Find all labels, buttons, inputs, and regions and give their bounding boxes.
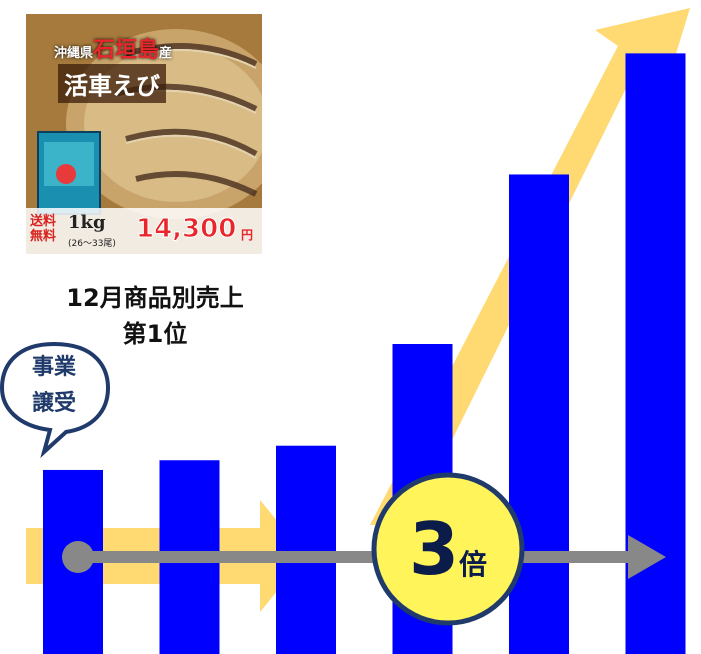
callout-line-2: 譲受: [31, 391, 76, 416]
shipping-label: 送料無料: [30, 214, 57, 244]
multiplier-label: 3倍: [374, 475, 522, 623]
callout-text: 事業 譲受: [0, 350, 108, 422]
multiplier-value: 3: [408, 507, 460, 591]
multiplier-badge: [371, 472, 525, 626]
shrimp-illustration: [26, 14, 262, 254]
product-price: 14,300: [135, 214, 237, 245]
ranking-line-2: 第1位: [122, 320, 188, 348]
ranking-label: 12月商品別売上 第1位: [20, 280, 290, 352]
product-name: 活車えび: [58, 64, 166, 103]
ranking-line-1: 12月商品別売上: [66, 284, 244, 312]
product-origin: 沖縄県石垣島産: [54, 37, 173, 63]
price-unit: 円: [241, 228, 254, 242]
product-price-strip: 送料無料 1kg (26〜33尾) 14,300 円: [26, 208, 262, 254]
multiplier-unit: 倍: [459, 548, 488, 581]
bar-3: [276, 445, 336, 654]
callout-line-1: 事業: [31, 355, 76, 380]
callout-bubble: [0, 341, 111, 459]
timeline-arrowhead: [628, 535, 666, 579]
product-count: (26〜33尾): [68, 239, 116, 249]
product-weight: 1kg: [68, 212, 106, 233]
timeline-start-dot: [62, 541, 94, 573]
